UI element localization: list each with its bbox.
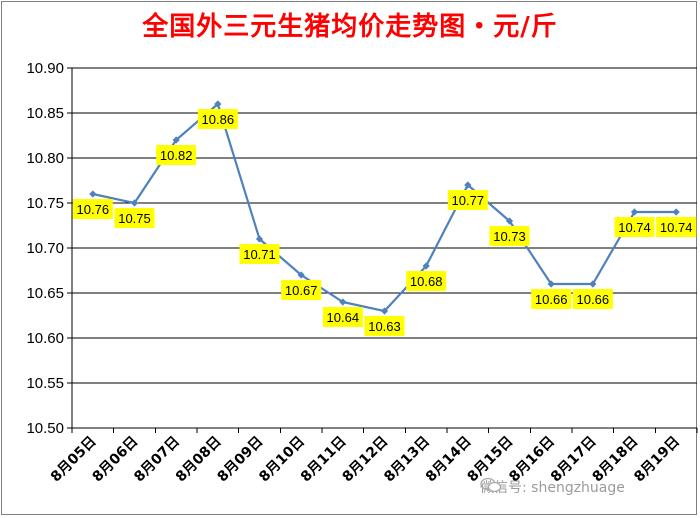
data-point [255,235,264,243]
data-label-bg [364,316,405,336]
watermark-text: 微信号: shengzhuage [480,480,625,496]
data-point [547,280,555,288]
data-label-bg [447,190,488,210]
data-label-bg [281,280,322,300]
data-label: 10.86 [202,112,235,127]
data-label-bg [489,226,530,246]
data-label: 10.63 [368,319,401,334]
data-point [89,190,97,198]
data-label: 10.82 [160,148,193,163]
data-label: 10.75 [118,211,151,226]
data-label-bg [572,289,613,309]
data-label-bg [156,145,197,165]
data-point [297,271,305,279]
data-label-bg [614,217,655,237]
y-tick-label: 10.90 [26,60,64,77]
data-label-bg [239,244,280,264]
data-label-bg [322,307,363,327]
y-tick-label: 10.65 [26,285,64,302]
watermark: 微信号: shengzhuage [480,477,625,497]
data-label: 10.67 [285,283,318,298]
y-tick-label: 10.80 [26,150,64,167]
y-tick-label: 10.70 [26,240,64,257]
y-tick-label: 10.85 [26,105,64,122]
data-point [130,199,139,207]
data-label: 10.74 [618,220,651,235]
data-label-bg [406,271,447,291]
series-line [92,102,677,313]
data-label-bg [656,217,697,237]
data-point [630,208,639,216]
wechat-icon [480,477,502,493]
data-label: 10.66 [577,292,610,307]
chart-title: 全国外三元生猪均价走势图・元/斤 [142,12,558,42]
data-point [505,217,514,225]
y-tick-label: 10.50 [26,420,64,437]
data-label: 10.77 [452,193,485,208]
y-tick-label: 10.55 [26,375,64,392]
data-label-bg [531,289,572,309]
data-point [214,100,222,108]
x-tick-label: 8月19日 [631,434,683,486]
data-label: 10.66 [535,292,568,307]
data-label: 10.68 [410,274,443,289]
data-label-bg [197,109,238,129]
data-point [672,208,680,216]
data-label-bg [72,199,113,219]
data-label: 10.74 [660,220,693,235]
data-label: 10.73 [493,229,526,244]
data-point [339,298,347,306]
data-point [172,136,180,144]
data-point [464,181,472,189]
data-label: 10.76 [77,202,110,217]
data-point [422,262,430,270]
data-point [589,280,597,288]
y-tick-label: 10.75 [26,195,64,212]
y-tick-label: 10.60 [26,330,64,347]
data-label: 10.64 [327,310,360,325]
data-label: 10.71 [243,247,276,262]
data-label-bg [114,208,155,228]
data-point [380,307,389,315]
